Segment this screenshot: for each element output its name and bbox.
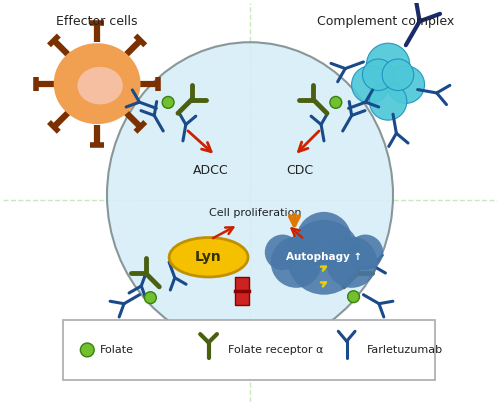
Ellipse shape <box>169 237 248 277</box>
Circle shape <box>370 83 407 120</box>
Text: Lyn: Lyn <box>195 250 222 264</box>
Circle shape <box>326 237 377 288</box>
Circle shape <box>80 343 94 357</box>
Circle shape <box>270 237 322 288</box>
Ellipse shape <box>54 43 141 124</box>
FancyBboxPatch shape <box>62 320 436 379</box>
Circle shape <box>296 212 352 267</box>
Text: ADCC: ADCC <box>192 164 228 177</box>
Text: Farletuzumab: Farletuzumab <box>366 345 442 355</box>
Text: Effector cells: Effector cells <box>56 15 138 28</box>
Circle shape <box>348 234 383 270</box>
Bar <box>235 277 249 305</box>
Circle shape <box>348 291 360 303</box>
Ellipse shape <box>107 42 393 348</box>
Circle shape <box>352 66 389 103</box>
Circle shape <box>144 292 156 304</box>
Circle shape <box>366 43 410 87</box>
Circle shape <box>387 66 424 103</box>
Text: CDC: CDC <box>286 164 313 177</box>
Circle shape <box>362 59 394 91</box>
Ellipse shape <box>78 67 123 104</box>
Text: Folate: Folate <box>100 345 134 355</box>
Text: Autophagy ↑: Autophagy ↑ <box>286 252 362 262</box>
Circle shape <box>286 220 362 295</box>
Text: Cell proliferation: Cell proliferation <box>208 208 301 218</box>
Circle shape <box>382 59 414 91</box>
Circle shape <box>265 234 300 270</box>
Circle shape <box>162 96 174 108</box>
Text: Folate receptor α: Folate receptor α <box>228 345 324 355</box>
Text: Complement complex: Complement complex <box>318 15 454 28</box>
Circle shape <box>330 96 342 108</box>
